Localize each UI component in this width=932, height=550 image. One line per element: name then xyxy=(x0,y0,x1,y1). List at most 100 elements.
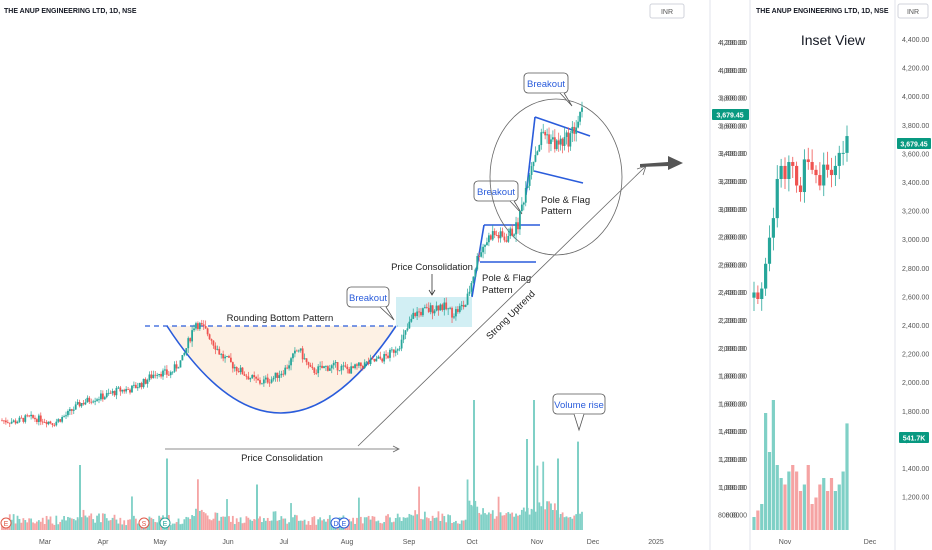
candle-body xyxy=(530,166,533,175)
volume-bar xyxy=(519,514,521,530)
volume-bar xyxy=(392,521,395,530)
candle-body xyxy=(435,305,438,311)
candle-body xyxy=(109,392,112,394)
candle-body xyxy=(78,401,81,407)
volume-bar xyxy=(536,465,539,530)
candle-body xyxy=(288,365,290,369)
volume-bar xyxy=(208,519,211,530)
inset-y-tick-right: 4,000.00 xyxy=(902,94,929,101)
inset-currency-button[interactable] xyxy=(897,3,929,19)
candle-body xyxy=(548,134,550,144)
volume-bar xyxy=(359,516,362,530)
inset-y-tick-left: 1,400.00 xyxy=(720,429,747,436)
volume-bar xyxy=(295,515,298,530)
uptrend-line xyxy=(357,166,646,447)
volume-bar xyxy=(567,517,570,530)
volume-bar xyxy=(396,513,399,530)
candle-body xyxy=(57,419,60,422)
candle-body xyxy=(294,350,296,354)
inset-candle-body xyxy=(791,162,795,166)
volume-bar xyxy=(441,513,444,530)
volume-bar xyxy=(542,461,545,530)
volume-bar xyxy=(495,516,498,530)
volume-bar xyxy=(352,517,355,530)
volume-spike-bar xyxy=(473,400,475,530)
event-marker-icon[interactable] xyxy=(159,517,171,529)
candle-body xyxy=(119,387,122,392)
volume-bar xyxy=(92,519,95,530)
y-tick-label: 3,800.00 xyxy=(718,96,745,103)
candle-body xyxy=(146,380,149,384)
candle-body xyxy=(255,377,258,379)
candle-body xyxy=(423,307,426,309)
candle-body xyxy=(45,422,48,425)
candle-body xyxy=(14,420,17,424)
volume-bar xyxy=(109,520,112,530)
y-tick-label: 1,800.00 xyxy=(718,374,745,381)
candle-body xyxy=(140,382,143,388)
candle-body xyxy=(371,358,374,360)
main-currency-button[interactable] xyxy=(649,3,685,19)
inset-candle-body xyxy=(826,164,830,170)
volume-bar xyxy=(363,517,366,530)
y-tick-label: 3,600.00 xyxy=(718,123,745,130)
candle-body xyxy=(179,360,182,368)
candle-body xyxy=(28,415,31,417)
volume-bar xyxy=(47,519,50,530)
volume-bar xyxy=(198,510,201,530)
candle-body xyxy=(204,326,207,329)
inset-volume-bar xyxy=(802,484,806,530)
candle-body xyxy=(212,340,215,346)
volume-bar xyxy=(507,512,510,530)
candle-body xyxy=(305,358,308,363)
volume-bar xyxy=(88,515,91,530)
candle-body xyxy=(247,376,250,380)
candle-body xyxy=(107,392,110,394)
volume-bar xyxy=(425,517,428,530)
event-marker-icon[interactable] xyxy=(138,517,150,529)
candle-body xyxy=(340,365,343,371)
volume-bar xyxy=(245,516,248,530)
inset-volume-bar xyxy=(845,423,849,530)
candle-body xyxy=(249,378,252,380)
candle-body xyxy=(171,371,174,373)
candle-body xyxy=(555,140,558,150)
candle-body xyxy=(164,369,166,371)
candle-body xyxy=(185,348,188,353)
y-tick-label: 2,400.00 xyxy=(718,290,745,297)
event-marker-icon[interactable] xyxy=(0,517,12,529)
volume-bar xyxy=(462,520,465,530)
inset-candle-body xyxy=(787,162,791,179)
volume-bar xyxy=(390,522,393,530)
volume-bar xyxy=(195,508,197,530)
x-tick-label: Sep xyxy=(403,539,416,546)
candle-body xyxy=(86,397,89,403)
candle-body xyxy=(410,318,413,322)
candle-body xyxy=(198,323,201,329)
inset-y-tick-left: 2,200.00 xyxy=(720,318,747,325)
candle-body xyxy=(24,415,27,422)
event-marker-icon[interactable] xyxy=(338,517,350,529)
candle-body xyxy=(311,366,314,369)
candle-body xyxy=(367,361,370,365)
volume-bar xyxy=(552,509,554,530)
volume-bar xyxy=(319,517,322,530)
candle-body xyxy=(381,358,384,362)
volume-bar xyxy=(410,514,413,530)
candle-body xyxy=(253,375,256,378)
candle-body xyxy=(447,308,450,310)
volume-bar xyxy=(24,520,27,530)
inset-volume-bar xyxy=(756,510,760,530)
candle-body xyxy=(100,393,102,400)
volume-bar xyxy=(90,513,93,530)
inset-y-tick-right: 3,600.00 xyxy=(902,151,929,158)
volume-bar xyxy=(358,497,360,530)
candle-body xyxy=(115,387,118,396)
candle-body xyxy=(301,348,304,360)
volume-bar xyxy=(550,503,552,530)
main-candles xyxy=(1,101,583,428)
volume-bar xyxy=(323,519,325,530)
volume-bar xyxy=(534,511,537,530)
candle-body xyxy=(553,137,556,150)
